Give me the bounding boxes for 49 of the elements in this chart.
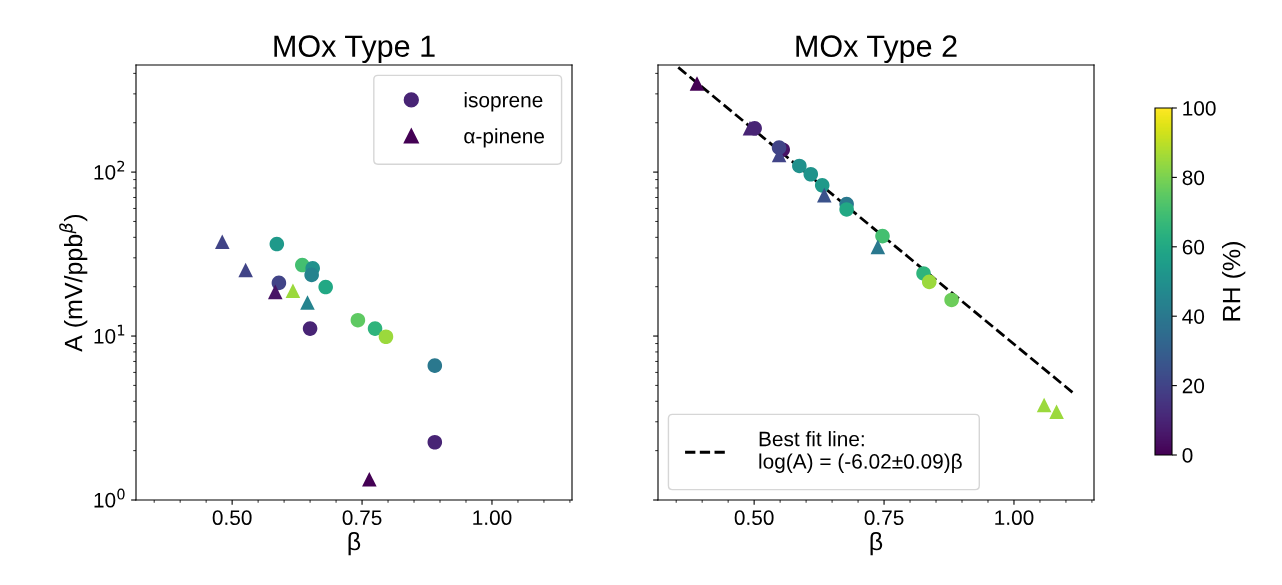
legend-label: Best fit line: log(A) = (-6.02±0.09)β — [759, 431, 962, 473]
point — [689, 76, 705, 91]
point — [300, 295, 315, 310]
point — [1036, 397, 1052, 413]
point — [367, 321, 383, 336]
x-tick-label: 0.50 — [212, 510, 252, 526]
point — [814, 178, 830, 193]
legend-label: α-pinene — [464, 128, 544, 148]
point — [944, 292, 959, 308]
point — [1049, 404, 1064, 420]
color-bar-title: RH (%) — [1222, 242, 1246, 321]
chart-title: MOx Type 1 — [274, 35, 435, 64]
legend-label: isoprene — [464, 92, 543, 112]
y-axis-title: A (mV/ppb$^{β}$) — [59, 214, 88, 352]
point — [238, 262, 253, 278]
x-tick-label: 0.50 — [734, 510, 774, 526]
point — [378, 329, 394, 345]
x-tick-label: 1.00 — [473, 510, 512, 526]
x-axis-title: β — [870, 531, 883, 556]
color-bar-label: 40 — [1182, 309, 1205, 324]
color-bar-label: 20 — [1182, 378, 1205, 394]
color-bar-label: 60 — [1182, 239, 1205, 255]
chart-title: MOx Type 2 — [796, 35, 957, 64]
y-tick-label: 10$^{2}$ — [94, 160, 125, 180]
x-tick-label: 0.75 — [864, 510, 904, 526]
color-bar-label: 80 — [1182, 170, 1205, 186]
point — [350, 312, 366, 328]
point — [792, 158, 807, 174]
x-axis-title: β — [348, 531, 361, 556]
point — [214, 234, 230, 250]
x-tick-label: 1.00 — [995, 510, 1034, 526]
point — [839, 202, 854, 217]
y-tick-label: 10$^{0}$ — [94, 488, 125, 508]
point — [318, 279, 333, 295]
x-tick-label: 0.75 — [342, 510, 382, 526]
point — [875, 228, 890, 244]
point — [803, 166, 819, 182]
point — [362, 471, 377, 487]
point — [817, 187, 832, 203]
point — [427, 358, 443, 373]
point — [269, 236, 285, 252]
color-bar-label: 100 — [1183, 101, 1216, 116]
color-bar-label: 0 — [1182, 448, 1193, 463]
point — [285, 283, 301, 298]
point — [302, 321, 318, 336]
point — [304, 267, 319, 283]
point — [427, 434, 443, 450]
point — [267, 284, 283, 300]
y-tick-label: 10$^{1}$ — [94, 324, 125, 344]
